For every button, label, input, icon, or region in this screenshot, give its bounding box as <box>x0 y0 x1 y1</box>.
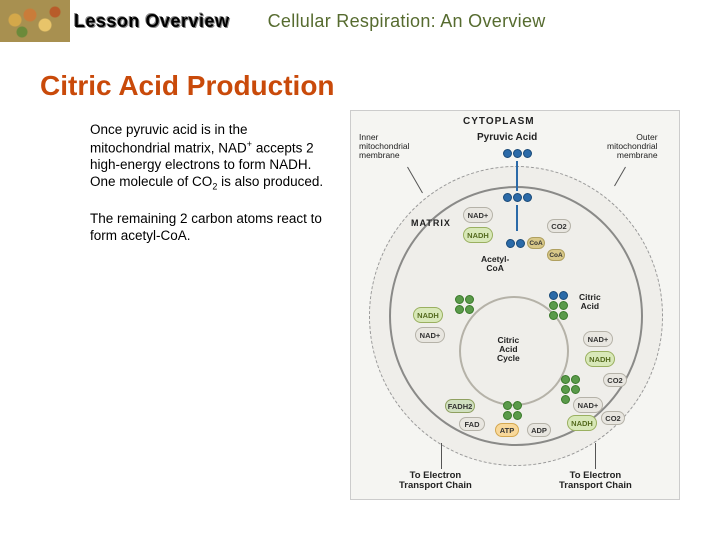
nadh-molecule-4: NADH <box>567 415 597 431</box>
inner-membrane-label: Innermitochondrialmembrane <box>359 133 410 160</box>
arrow-down <box>516 161 518 191</box>
leader-line <box>614 167 626 187</box>
body-text: Once pyruvic acid is in the mitochondria… <box>0 110 340 500</box>
adp-molecule: ADP <box>527 423 551 437</box>
section-title: Citric Acid Production <box>40 70 720 102</box>
etc-left-label: To ElectronTransport Chain <box>399 471 472 491</box>
atp-molecule: ATP <box>495 423 519 437</box>
citric-beads <box>549 291 571 320</box>
etc-right-label: To ElectronTransport Chain <box>559 471 632 491</box>
nadp-molecule-3: NAD+ <box>583 331 613 347</box>
four-carbon-beads-2 <box>503 401 525 420</box>
decorative-flowers <box>0 0 70 42</box>
paragraph-2: The remaining 2 carbon atoms react to fo… <box>90 211 330 245</box>
acetyl-coa-label: Acetyl-CoA <box>481 255 509 273</box>
fadh2-molecule: FADH2 <box>445 399 475 413</box>
lesson-overview-label: Lesson Overview <box>74 11 230 32</box>
pyruvic-beads <box>503 149 532 158</box>
nadh-molecule-2: NADH <box>413 307 443 323</box>
nadp-molecule-4: NAD+ <box>573 397 603 413</box>
paragraph-1: Once pyruvic acid is in the mitochondria… <box>90 122 330 193</box>
acetyl-beads <box>506 239 525 248</box>
coa-molecule: CoA <box>527 237 545 249</box>
four-carbon-beads <box>455 295 477 314</box>
nadh-molecule-3: NADH <box>585 351 615 367</box>
coa-molecule-2: CoA <box>547 249 565 261</box>
mitochondrion-diagram: CYTOPLASM Innermitochondrialmembrane Pyr… <box>350 110 680 500</box>
content-row: Once pyruvic acid is in the mitochondria… <box>0 110 720 500</box>
cytoplasm-label: CYTOPLASM <box>463 117 535 128</box>
co2-molecule-3: CO2 <box>601 411 625 425</box>
leader-line <box>595 443 596 469</box>
pyruvic-beads-inner <box>503 193 532 202</box>
fad-molecule: FAD <box>459 417 485 431</box>
outer-membrane-label: Outermitochondrialmembrane <box>607 133 658 160</box>
slide-header: Lesson Overview Cellular Respiration: An… <box>0 0 720 42</box>
pyruvic-acid-label: Pyruvic Acid <box>477 133 537 144</box>
arrow-down <box>516 205 518 231</box>
citric-cycle-label: CitricAcidCycle <box>497 336 520 363</box>
matrix-label: MATRIX <box>411 219 451 228</box>
leader-line <box>407 167 423 193</box>
lesson-title: Cellular Respiration: An Overview <box>268 11 546 32</box>
nadp-molecule-2: NAD+ <box>415 327 445 343</box>
citric-acid-label: CitricAcid <box>579 293 601 311</box>
leader-line <box>441 443 442 469</box>
nadp-molecule: NAD+ <box>463 207 493 223</box>
co2-molecule-2: CO2 <box>603 373 627 387</box>
co2-molecule: CO2 <box>547 219 571 233</box>
nadh-molecule: NADH <box>463 227 493 243</box>
